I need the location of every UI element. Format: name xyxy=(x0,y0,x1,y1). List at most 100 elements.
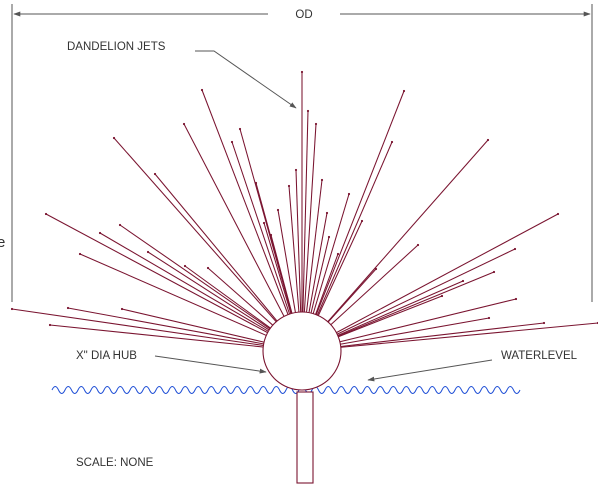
jet-31 xyxy=(312,193,350,315)
scale-label: SCALE: NONE xyxy=(76,457,154,469)
waterlevel-callout: WATERLEVEL xyxy=(367,350,578,382)
jet-tip-45 xyxy=(416,243,420,247)
hub-leader xyxy=(154,355,267,374)
jet-40 xyxy=(338,298,517,343)
jet-23 xyxy=(113,137,278,323)
hub-sphere xyxy=(262,311,342,391)
od-dimension: OD xyxy=(11,4,593,302)
jet-2 xyxy=(302,110,309,314)
jet-18 xyxy=(147,251,271,331)
jet-tip-40 xyxy=(514,297,518,301)
jet-tip-21 xyxy=(78,252,82,256)
jet-tip-30 xyxy=(390,140,394,144)
jet-tip-2 xyxy=(306,109,310,113)
waterlevel-label: WATERLEVEL xyxy=(501,350,578,362)
jet-tip-28 xyxy=(206,266,210,270)
jet-4 xyxy=(305,179,323,314)
jet-32 xyxy=(317,220,363,317)
jet-tip-31 xyxy=(347,192,351,196)
jet-tip-37 xyxy=(492,270,496,274)
jet-tip-26 xyxy=(120,307,124,311)
jet-tip-20 xyxy=(98,231,102,235)
hub-callout: X" DIA HUB xyxy=(76,350,267,374)
od-label: OD xyxy=(295,9,312,21)
jet-tip-34 xyxy=(486,138,490,142)
jet-20 xyxy=(99,232,270,333)
jet-17 xyxy=(154,173,279,323)
jet-37 xyxy=(336,271,495,337)
jet-33 xyxy=(327,268,377,324)
jet-30 xyxy=(316,141,393,317)
jet-14 xyxy=(231,141,291,316)
jet-41 xyxy=(339,317,490,345)
jet-tip-23 xyxy=(112,136,116,140)
jet-35 xyxy=(335,213,559,334)
water-level-wave xyxy=(51,386,521,394)
jet-tip-7 xyxy=(294,168,298,172)
jet-tip-13 xyxy=(238,127,242,131)
jet-29 xyxy=(315,90,405,316)
jet-6 xyxy=(310,236,330,315)
edge-fragment-label: e xyxy=(0,234,5,251)
jet-9 xyxy=(277,209,297,314)
jet-tip-22 xyxy=(44,212,48,216)
dandelion-jets-label: DANDELION JETS xyxy=(67,41,166,53)
dandelion-jets-callout: DANDELION JETS xyxy=(67,41,297,109)
jet-tip-36 xyxy=(513,247,517,251)
jet-tip-14 xyxy=(230,140,234,144)
jet-44 xyxy=(11,308,265,347)
jet-25 xyxy=(49,324,265,348)
supply-pipe xyxy=(296,391,314,484)
jet-39 xyxy=(337,295,443,338)
dandelion-jets-leader xyxy=(195,50,297,109)
jet-tip-3 xyxy=(314,122,318,126)
jets-group xyxy=(10,70,598,348)
jet-21 xyxy=(79,253,268,337)
jet-tip-18 xyxy=(146,250,150,254)
jet-tip-27 xyxy=(183,264,187,268)
jet-19 xyxy=(119,224,272,330)
jet-28 xyxy=(207,267,274,327)
jet-42 xyxy=(339,322,545,348)
jet-15 xyxy=(201,89,289,316)
jet-36 xyxy=(336,248,516,336)
jet-22 xyxy=(45,213,269,334)
hub-label: X" DIA HUB xyxy=(76,350,137,362)
jet-tip-24 xyxy=(66,306,70,310)
jet-tip-32 xyxy=(360,219,364,223)
jet-tip-25 xyxy=(48,323,52,327)
jet-tip-15 xyxy=(200,88,204,92)
jet-13 xyxy=(239,128,293,315)
jet-tip-17 xyxy=(153,172,157,176)
jet-43 xyxy=(339,322,598,348)
jet-tip-16 xyxy=(182,122,186,126)
jet-26 xyxy=(121,308,266,343)
jet-tip-35 xyxy=(556,212,560,216)
jet-tip-42 xyxy=(542,321,546,325)
jet-45 xyxy=(329,244,419,326)
jet-tip-5 xyxy=(325,211,329,215)
jet-3 xyxy=(303,123,317,314)
jet-34 xyxy=(326,139,489,323)
jet-tip-46 xyxy=(336,252,340,256)
jet-tip-4 xyxy=(320,178,324,182)
jet-tip-9 xyxy=(276,208,280,212)
jet-tip-41 xyxy=(487,316,491,320)
jet-46 xyxy=(314,253,339,316)
jet-38 xyxy=(336,280,464,337)
jet-tip-11 xyxy=(262,221,266,225)
jet-tip-19 xyxy=(118,223,122,227)
jet-5 xyxy=(308,212,328,314)
waterlevel-leader xyxy=(367,359,493,382)
jet-tip-38 xyxy=(461,279,465,283)
jet-tip-39 xyxy=(440,294,444,298)
jet-7 xyxy=(295,169,302,314)
jet-8 xyxy=(288,185,300,314)
jet-27 xyxy=(184,265,272,330)
jet-tip-29 xyxy=(402,89,406,93)
jet-tip-1 xyxy=(300,70,304,74)
jet-16 xyxy=(183,123,285,318)
jet-tip-44 xyxy=(10,307,14,311)
jet-24 xyxy=(67,307,265,345)
